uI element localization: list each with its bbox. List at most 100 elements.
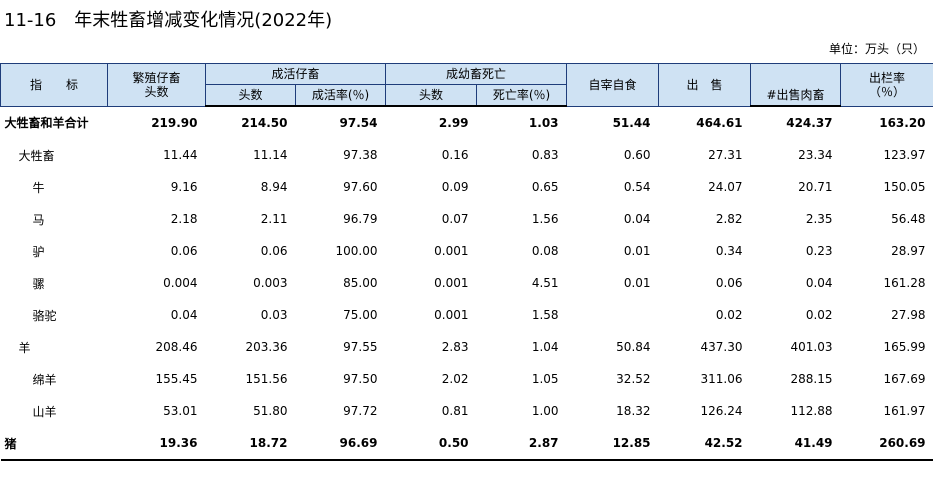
title: 11-16 年末牲畜增减变化情况(2022年) [4,10,333,31]
cell: 23.34 [798,148,833,162]
cell: 0.06 [170,244,198,258]
cell: 437.30 [700,340,743,354]
table-row: 骡 0.004 0.003 85.00 0.001 4.51 0.01 0.06 0.04 161… [1,267,933,299]
head-cell: 头数 [385,84,478,107]
head-cell: 成幼畜死亡 [385,63,568,85]
table-row: 驴 0.06 0.06 100.00 0.001 0.08 0.01 0.34 0.23 28.9… [1,235,933,267]
cell: 401.03 [790,340,833,354]
table-row: 羊 208.46 203.36 97.55 2.83 1.04 50.84 437.30 401… [1,331,933,363]
cell: 0.23 [805,244,833,258]
data-table: 指 标 繁殖仔畜 头数 成活仔畜 成幼畜死亡 自宰自食 出 售 出栏率 （％） 头数… [0,63,933,461]
table-row: 马 2.18 2.11 96.79 0.07 1.56 0.04 2.82 2.35 56.48 [1,203,933,235]
cell: 0.001 [434,276,469,290]
cell: 28.97 [891,244,926,258]
cell: 151.56 [245,372,288,386]
cell: 0.54 [623,180,651,194]
head-line: 繁殖仔畜 [132,70,181,85]
cell: 0.03 [260,308,288,322]
cell: 219.90 [151,115,198,130]
cell: 0.004 [163,276,198,290]
cell: 0.04 [623,212,651,226]
table-head: 指 标 繁殖仔畜 头数 成活仔畜 成幼畜死亡 自宰自食 出 售 出栏率 （％） 头数… [0,63,933,107]
cell: 1.05 [531,372,559,386]
head-cell: 头数 [205,84,296,107]
cell: 288.15 [790,372,833,386]
cell: 97.55 [343,340,378,354]
cell: 0.50 [385,427,477,461]
cell: 112.88 [790,404,833,418]
head-cell: 成活率(％) [294,84,387,107]
cell: 24.07 [708,180,743,194]
head-line: 头数 [144,84,169,99]
cell: 97.72 [343,404,378,418]
row-label: 马 [32,212,45,227]
cell: 161.97 [883,404,926,418]
cell: 2.82 [715,212,743,226]
cell: 0.003 [253,276,288,290]
cell: 11.44 [163,148,198,162]
head-cell [750,63,842,85]
cell: 0.02 [805,308,833,322]
head-cell: #出售肉畜 [750,84,842,107]
cell: 0.34 [715,244,743,258]
cell: 97.38 [343,148,378,162]
cell: 123.97 [883,148,926,162]
cell: 2.83 [441,340,469,354]
head-cell: 出栏率 （％） [840,63,933,107]
cell: 2.02 [441,372,469,386]
cell: 1.58 [531,308,559,322]
cell: 155.45 [155,372,198,386]
cell: 163.20 [879,115,926,130]
table-row: 大牲畜和羊合计 219.90 214.50 97.54 2.99 1.03 51.44 464… [1,106,933,139]
row-label: 骆驼 [32,308,57,323]
cell: 0.01 [623,244,651,258]
table-row: 骆驼 0.04 0.03 75.00 0.001 1.58 0.02 0.02 27.98 [1,299,933,331]
cell: 203.36 [245,340,288,354]
cell: 464.61 [696,115,743,130]
cell: 56.48 [891,212,926,226]
row-label: 骡 [32,276,45,291]
cell: 0.07 [441,212,469,226]
cell: 51.80 [253,404,288,418]
cell: 97.50 [343,372,378,386]
cell: 0.06 [260,244,288,258]
row-label: 山羊 [32,404,57,419]
cell: 53.01 [163,404,198,418]
cell: 0.02 [715,308,743,322]
cell: 51.44 [612,115,651,130]
head-cell: 成活仔畜 [204,63,387,85]
cell: 0.06 [715,276,743,290]
row-label: 羊 [18,340,31,355]
row-label: 绵羊 [32,372,57,387]
cell: 41.49 [750,427,841,461]
cell: 0.16 [441,148,469,162]
cell: 96.79 [343,212,378,226]
head-line: （％） [869,84,906,99]
cell: 27.98 [891,308,926,322]
row-label: 大牲畜 [18,148,55,163]
cell: 27.31 [708,148,743,162]
cell: 75.00 [343,308,378,322]
head-cell: 指 标 [0,63,108,107]
cell: 0.04 [170,308,198,322]
head-cell: 死亡率(％) [476,84,568,107]
cell: 0.81 [441,404,469,418]
cell: 50.84 [616,340,651,354]
cell: 126.24 [700,404,743,418]
cell: 12.85 [566,427,659,461]
head-line: 出栏率 [869,70,906,85]
cell: 1.00 [531,404,559,418]
unit: 单位：万头（只） [828,42,925,56]
cell: 8.94 [260,180,288,194]
table-row: 猪 19.36 18.72 96.69 0.50 2.87 12.85 42.52 41.49 2… [0,427,933,461]
cell: 1.56 [531,212,559,226]
head-cell: 繁殖仔畜 头数 [107,63,206,107]
cell: 260.69 [840,427,933,461]
cell: 96.69 [295,427,386,461]
cell: 311.06 [700,372,743,386]
cell: 0.001 [434,244,469,258]
cell: 20.71 [798,180,833,194]
table-body: 大牲畜和羊合计 219.90 214.50 97.54 2.99 1.03 51.44 464… [0,106,933,461]
cell [567,299,659,331]
